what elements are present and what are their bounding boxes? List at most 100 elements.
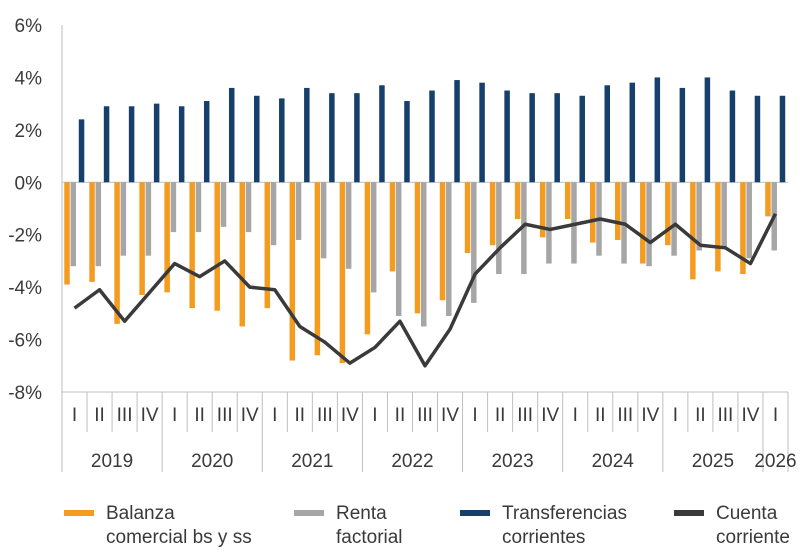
- bar-transferencias-corrientes: [429, 90, 435, 183]
- bar-transferencias-corrientes: [554, 93, 560, 183]
- y-tick-label: -8%: [8, 383, 42, 404]
- bar-transferencias-corrientes: [228, 87, 235, 183]
- x-tick-quarter: III: [717, 405, 733, 426]
- x-tick-year: 2021: [291, 451, 333, 472]
- x-tick-quarter: IV: [641, 405, 659, 426]
- bar-renta-factorial: [145, 182, 152, 256]
- bar-transferencias-corrientes: [529, 93, 535, 183]
- bar-renta-factorial: [546, 182, 552, 264]
- bar-renta-factorial: [646, 182, 652, 267]
- bar-balanza-comercial-bs-y-ss: [564, 182, 571, 219]
- bar-transferencias-corrientes: [604, 85, 610, 183]
- bar-balanza-comercial-bs-y-ss: [289, 182, 296, 361]
- legend-label-balanza-comercial-bs-y-ss: Balanza comercial bs y ss: [106, 503, 252, 548]
- bar-renta-factorial: [70, 182, 77, 267]
- bar-balanza-comercial-bs-y-ss: [189, 182, 195, 309]
- bar-renta-factorial: [295, 182, 302, 240]
- bars: [64, 77, 786, 364]
- bar-balanza-comercial-bs-y-ss: [439, 182, 446, 301]
- x-tick-quarter: III: [417, 405, 433, 426]
- bar-balanza-comercial-bs-y-ss: [314, 182, 321, 356]
- legend-label-transferencias-corrientes: Transferencias corrientes: [502, 503, 627, 548]
- bar-transferencias-corrientes: [304, 87, 310, 183]
- x-tick-quarter: I: [372, 405, 377, 426]
- x-tick-year: 2023: [491, 451, 533, 472]
- bar-renta-factorial: [370, 182, 377, 293]
- x-tick-quarter: I: [573, 405, 578, 426]
- bar-renta-factorial: [320, 182, 327, 259]
- x-tick-quarter: IV: [141, 405, 159, 426]
- bar-balanza-comercial-bs-y-ss: [214, 182, 220, 311]
- x-tick-quarter: IV: [741, 405, 759, 426]
- bar-balanza-comercial-bs-y-ss: [539, 182, 546, 238]
- bar-transferencias-corrientes: [203, 101, 210, 183]
- bar-transferencias-corrientes: [654, 77, 661, 183]
- bar-renta-factorial: [220, 182, 227, 227]
- bar-balanza-comercial-bs-y-ss: [139, 182, 145, 296]
- legend-swatch-renta-factorial: [294, 510, 324, 516]
- bar-balanza-comercial-bs-y-ss: [715, 182, 721, 272]
- line-cuenta-corriente: [73, 212, 778, 368]
- x-tick-quarter: IV: [341, 405, 359, 426]
- bar-transferencias-corrientes: [404, 101, 410, 183]
- bar-renta-factorial: [471, 182, 477, 303]
- bar-balanza-comercial-bs-y-ss: [239, 182, 245, 327]
- x-tick-quarter: I: [72, 405, 77, 426]
- bar-transferencias-corrientes: [153, 103, 160, 183]
- bar-transferencias-corrientes: [754, 95, 761, 183]
- x-tick-quarter: III: [317, 405, 333, 426]
- y-tick-label: -2%: [8, 226, 42, 247]
- bar-transferencias-corrientes: [479, 82, 485, 183]
- bar-balanza-comercial-bs-y-ss: [264, 182, 271, 309]
- bar-transferencias-corrientes: [78, 119, 85, 183]
- bar-renta-factorial: [95, 182, 102, 267]
- y-tick-label: 6%: [15, 16, 43, 37]
- x-tick-quarter: I: [272, 405, 277, 426]
- bar-renta-factorial: [746, 182, 752, 259]
- x-tick-quarter: I: [172, 405, 177, 426]
- bar-renta-factorial: [245, 182, 252, 233]
- bar-renta-factorial: [195, 182, 202, 233]
- bar-renta-factorial: [446, 182, 452, 316]
- x-tick-quarter: II: [194, 405, 205, 426]
- bar-balanza-comercial-bs-y-ss: [690, 182, 696, 280]
- bar-renta-factorial: [496, 182, 502, 275]
- x-tick-year: 2024: [592, 451, 635, 472]
- legend-swatch-transferencias-corrientes: [460, 510, 490, 516]
- bar-balanza-comercial-bs-y-ss: [640, 182, 646, 264]
- x-tick-quarter: I: [472, 405, 477, 426]
- bar-balanza-comercial-bs-y-ss: [765, 182, 771, 217]
- axes: 6% 4% 2% 0% -2% -4% -6% -8%: [8, 16, 788, 404]
- bar-transferencias-corrientes: [279, 98, 285, 183]
- x-tick-quarter: IV: [241, 405, 259, 426]
- y-tick-label: -4%: [8, 278, 42, 299]
- bar-transferencias-corrientes: [704, 77, 711, 183]
- bar-balanza-comercial-bs-y-ss: [514, 182, 521, 219]
- legend-label-cuenta-corriente: Cuenta corriente: [716, 503, 790, 548]
- bar-renta-factorial: [270, 182, 277, 246]
- x-tick-quarter: II: [595, 405, 606, 426]
- bar-balanza-comercial-bs-y-ss: [489, 182, 496, 246]
- legend: Balanza comercial bs y ss Renta factorial Tr…: [64, 503, 790, 548]
- bar-balanza-comercial-bs-y-ss: [114, 182, 120, 324]
- legend-swatch-balanza-comercial-bs-y-ss: [64, 510, 94, 516]
- bar-balanza-comercial-bs-y-ss: [164, 182, 170, 293]
- x-tick-quarter: IV: [441, 405, 459, 426]
- bar-balanza-comercial-bs-y-ss: [665, 182, 671, 246]
- x-tick-quarter: II: [495, 405, 506, 426]
- x-tick-year: 2022: [391, 451, 433, 472]
- x-tick-year: 2025: [692, 451, 734, 472]
- line-series: [73, 212, 778, 368]
- x-tick-quarter: II: [94, 405, 105, 426]
- bar-renta-factorial: [395, 182, 402, 316]
- bar-transferencias-corrientes: [504, 90, 510, 183]
- x-tick-year: 2026: [754, 451, 796, 472]
- bar-transferencias-corrientes: [354, 93, 360, 183]
- bar-balanza-comercial-bs-y-ss: [64, 182, 70, 285]
- bar-balanza-comercial-bs-y-ss: [339, 182, 346, 364]
- y-tick-label: 4%: [15, 68, 43, 89]
- legend-label-renta-factorial: Renta factorial: [336, 503, 403, 548]
- bar-renta-factorial: [170, 182, 177, 233]
- y-tick-label: 0%: [15, 173, 43, 194]
